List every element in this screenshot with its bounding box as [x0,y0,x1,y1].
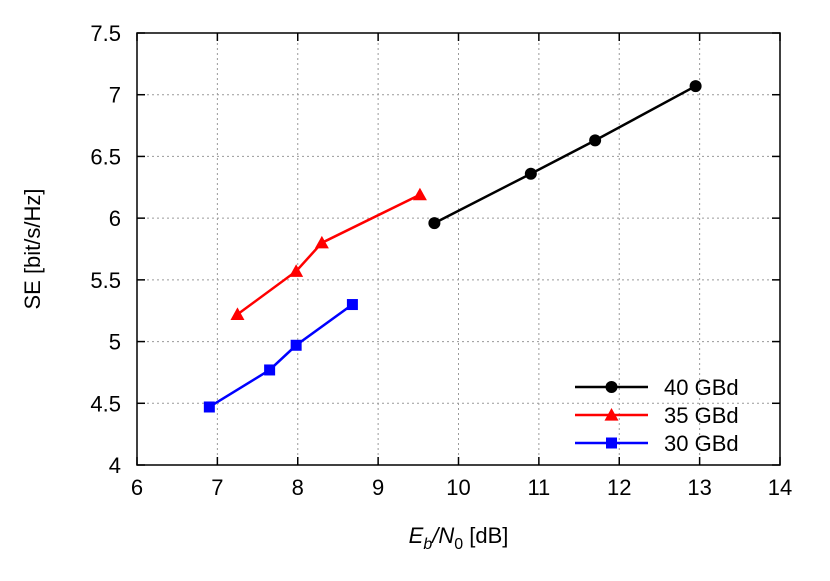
legend-marker [606,437,617,449]
ticks: 6 7 8 9 10 11 12 13 14 4 4.5 5 5.5 6 6.5 7 7.5 [90,21,792,500]
x-tick-label: 14 [768,475,792,500]
x-label-sub-b: b [423,536,432,553]
series-line [208,303,354,409]
data-point [290,339,302,351]
x-tick-label: 10 [446,475,470,500]
legend-label: 35 GBd [664,403,739,428]
y-tick-label: 6.5 [90,144,121,169]
y-tick-label: 5 [109,330,121,355]
legend-entry: 35 GBd [575,403,739,428]
x-tick-label: 12 [607,475,631,500]
legend-marker [604,408,619,421]
x-label-sub-0: 0 [454,536,463,553]
legend: 40 GBd 35 GBd 30 GBd [575,375,739,456]
x-label-n: /N [430,523,454,548]
series-1 [230,187,427,321]
legend-entry: 30 GBd [575,431,739,456]
y-tick-label: 4 [109,453,121,478]
x-tick-label: 9 [372,475,384,500]
data-point [346,299,358,311]
x-label-e: E [409,523,424,548]
legend-label: 30 GBd [664,431,739,456]
data-point [203,401,215,413]
data-point [230,307,245,321]
x-tick-label: 7 [211,475,223,500]
grid [137,33,780,465]
y-tick-label: 7.5 [90,21,121,46]
legend-entry: 40 GBd [575,375,739,400]
data-point [428,217,441,230]
series-layer [203,80,702,413]
data-point [524,167,537,180]
x-axis-label: Eb/N0 [dB] [409,523,509,553]
y-tick-label: 7 [109,83,121,108]
y-tick-label: 6 [109,206,121,231]
data-point [412,187,427,201]
legend-marker [605,381,618,393]
y-tick-label: 4.5 [90,391,121,416]
data-point [314,235,329,249]
data-point [264,364,276,376]
x-tick-label: 6 [131,475,143,500]
series-2 [203,299,358,413]
x-tick-label: 11 [527,475,550,500]
series-line [236,193,421,316]
series-0 [428,80,702,230]
data-point [689,80,702,93]
x-tick-label: 8 [292,475,304,500]
x-tick-label: 13 [687,475,711,500]
y-axis-label: SE [bit/s/Hz] [20,188,45,309]
x-label-unit: [dB] [463,523,508,548]
series-line [433,84,697,225]
data-point [589,134,602,147]
legend-label: 40 GBd [664,375,739,400]
data-point [289,264,304,277]
y-tick-label: 5.5 [90,268,121,293]
